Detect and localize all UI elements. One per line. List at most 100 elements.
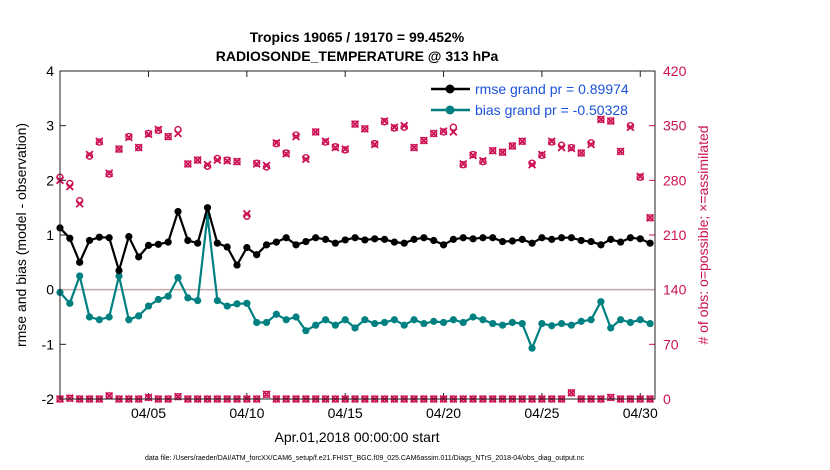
obs-assimilated-point xyxy=(547,137,556,146)
rmse-point xyxy=(95,233,103,241)
obs-assimilated-point xyxy=(272,138,281,147)
obs-assimilated-point xyxy=(390,123,399,132)
rmse-point xyxy=(498,237,507,246)
obs-assimilated-point xyxy=(528,160,537,169)
rmse-point xyxy=(597,241,605,249)
x-tick-label: 04/10 xyxy=(229,405,264,421)
rmse-point xyxy=(469,235,477,243)
obs-bottom-possible-point xyxy=(262,390,271,399)
obs-assimilated-point xyxy=(557,143,566,152)
obs-assimilated-point xyxy=(606,116,615,126)
obs-assimilated-point xyxy=(419,136,428,145)
x-tick-label: 04/05 xyxy=(131,405,166,421)
y2-tick-label: 70 xyxy=(663,336,679,352)
obs-possible-point xyxy=(380,118,389,126)
obs-possible-point xyxy=(567,143,576,152)
obs-assimilated-point xyxy=(321,137,330,146)
obs-assimilated-point xyxy=(360,124,369,133)
y-axis-label: rmse and bias (model - observation) xyxy=(13,123,29,347)
bias-point xyxy=(528,344,536,352)
obs-assimilated-point xyxy=(282,149,291,158)
rmse-point xyxy=(282,234,290,242)
obs-possible-point xyxy=(164,132,172,141)
rmse-point xyxy=(636,235,644,243)
legend-bias-marker xyxy=(445,105,455,115)
bias-point xyxy=(538,319,546,328)
rmse-point xyxy=(528,239,536,247)
bias-point xyxy=(439,318,448,327)
y2-tick-label: 140 xyxy=(663,282,687,298)
rmse-point xyxy=(380,235,389,243)
rmse-point xyxy=(587,237,595,246)
obs-assimilated-point xyxy=(331,143,340,152)
bias-point xyxy=(282,316,290,324)
bias-point xyxy=(213,297,221,305)
bias-point xyxy=(184,294,192,302)
rmse-point xyxy=(243,243,251,252)
obs-assimilated-point xyxy=(508,141,517,151)
rmse-point xyxy=(105,234,113,242)
obs-bottom-assimilated-point xyxy=(144,393,153,402)
x-tick-labels: 04/05 04/10 04/15 04/20 04/25 04/30 xyxy=(131,405,658,421)
chart-title: Tropics 19065 / 19170 = 99.452% xyxy=(250,29,465,45)
bias-point xyxy=(272,310,280,318)
bias-point xyxy=(95,316,103,324)
y2-tick-label: 420 xyxy=(663,63,687,79)
bias-series xyxy=(56,212,654,352)
obs-assimilated-point xyxy=(380,116,389,126)
bias-point xyxy=(636,316,644,324)
obs-bottom-possible-point xyxy=(144,393,153,402)
obs-assimilated-point xyxy=(626,123,635,132)
obs-assimilated-point xyxy=(291,132,301,141)
bias-point xyxy=(420,319,428,328)
bias-point xyxy=(174,274,182,282)
obs-assimilated-point xyxy=(351,120,360,129)
y2-tick-label: 280 xyxy=(663,172,687,188)
bias-point xyxy=(577,317,585,325)
bias-point xyxy=(626,318,635,327)
bias-point xyxy=(489,319,497,328)
bias-point xyxy=(115,272,123,280)
y-tick-label: 0 xyxy=(46,282,54,298)
obs-assimilated-point xyxy=(577,148,586,158)
obs-bottom-possible-point xyxy=(607,393,615,402)
rmse-point xyxy=(223,243,231,251)
obs-assimilated-point xyxy=(410,143,419,152)
bias-point xyxy=(469,313,477,321)
rmse-point xyxy=(371,235,379,243)
rmse-series xyxy=(56,204,654,275)
bias-point xyxy=(498,321,507,329)
rmse-point xyxy=(459,234,467,242)
bias-point xyxy=(144,302,153,310)
obs-assimilated-point xyxy=(134,143,143,152)
obs-bottom-possible-point xyxy=(66,394,74,402)
bias-point xyxy=(361,316,369,324)
obs-assimilated-point xyxy=(469,151,478,160)
bias-point xyxy=(125,316,133,324)
obs-assimilated-point xyxy=(85,150,94,159)
y-tick-label: -2 xyxy=(42,391,55,407)
rmse-point xyxy=(302,237,310,246)
obs-assimilated-point xyxy=(439,127,448,136)
obs-possible-point xyxy=(548,138,556,146)
bias-point xyxy=(194,297,202,305)
bias-point xyxy=(616,316,625,324)
rmse-point xyxy=(164,238,172,246)
bias-point xyxy=(253,318,261,327)
rmse-point xyxy=(616,238,625,246)
rmse-point xyxy=(557,234,566,242)
obs-assimilated-point xyxy=(400,121,409,130)
rmse-point xyxy=(548,235,556,243)
rmse-point xyxy=(144,241,153,249)
obs-bottom-assimilated-point xyxy=(567,388,576,397)
bias-point xyxy=(410,316,418,324)
bias-point xyxy=(321,316,330,324)
obs-assimilated-point xyxy=(567,144,576,153)
rmse-point xyxy=(331,239,339,247)
obs-possible-point xyxy=(616,147,625,156)
bias-point xyxy=(587,316,595,324)
rmse-point xyxy=(76,258,84,266)
obs-possible-point xyxy=(479,157,487,166)
obs-possible-point xyxy=(410,143,418,152)
obs-assimilated-point xyxy=(488,146,497,155)
